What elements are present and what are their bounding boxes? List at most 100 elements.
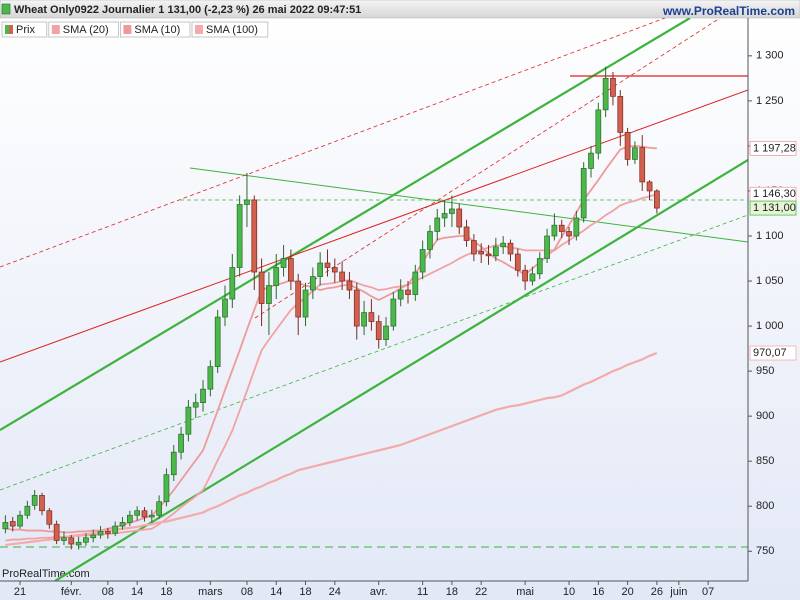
price-label: 970,07 <box>753 347 787 359</box>
trend-line <box>54 159 748 581</box>
candle-body <box>383 325 389 340</box>
candle-body <box>90 534 97 539</box>
candle-body <box>463 226 470 241</box>
candle-body <box>244 199 250 205</box>
y-tick-label: 1 100 <box>756 230 784 242</box>
chart-title: Wheat Only0922 Journalier 1 131,00 (-2,2… <box>14 4 361 16</box>
candle-body <box>105 531 111 534</box>
candle-body <box>280 258 287 268</box>
candle-body <box>339 271 345 282</box>
candle-body <box>427 231 433 250</box>
candle-body <box>485 253 492 257</box>
candle-body <box>566 231 572 237</box>
x-tick-label: 08 <box>241 586 253 598</box>
legend-item <box>191 21 269 38</box>
x-tick-label: avr. <box>370 586 388 598</box>
candle-body <box>134 510 141 516</box>
x-tick-label: 11 <box>417 586 428 598</box>
trend-line <box>0 18 691 431</box>
x-tick-label: 18 <box>446 586 458 598</box>
candle-body <box>126 514 133 523</box>
candle-body <box>192 402 199 408</box>
candle-body <box>9 521 16 527</box>
x-tick-label: 14 <box>131 586 143 598</box>
legend-label: SMA (20) <box>63 24 109 36</box>
x-tick-label: 08 <box>102 586 114 598</box>
candle-body <box>419 249 426 273</box>
candle-body <box>288 258 294 282</box>
legend-label: SMA (10) <box>134 24 180 36</box>
candle-body <box>368 312 375 322</box>
x-tick-label: mars <box>198 586 223 598</box>
candle-body <box>156 501 162 516</box>
candle-body <box>68 537 75 545</box>
trend-line <box>0 89 748 363</box>
legend-swatch <box>9 25 13 34</box>
price-label-box <box>749 140 797 156</box>
candle-body <box>390 298 397 327</box>
plot-area <box>2 66 660 550</box>
watermark: www.ProRealTime.com <box>662 4 795 18</box>
candle-body <box>617 96 624 133</box>
candle-body <box>46 510 53 525</box>
candle-body <box>83 537 89 543</box>
footer: ProRealTime.com <box>2 568 90 580</box>
candle-body <box>375 321 382 340</box>
candle-body <box>97 531 104 536</box>
candle-body <box>580 168 587 219</box>
trend-line <box>189 167 748 243</box>
candle-body <box>236 204 243 268</box>
candle-body <box>434 217 441 232</box>
y-tick-label: 1 000 <box>756 320 784 332</box>
price-label-box <box>749 200 797 216</box>
candle-body <box>507 242 514 255</box>
price-label-box <box>749 345 797 361</box>
candle-body <box>529 273 536 282</box>
trend-line <box>0 18 666 268</box>
y-tick-label: 850 <box>756 455 774 467</box>
candle-body <box>324 262 331 268</box>
y-tick-label: 800 <box>756 500 774 512</box>
x-tick-label: 14 <box>270 586 282 598</box>
candle-body <box>2 522 9 530</box>
x-tick-label: 24 <box>329 586 341 598</box>
candle-body <box>75 541 82 546</box>
candle-body <box>353 289 360 327</box>
candle-body <box>61 537 67 541</box>
candle-body <box>178 433 184 453</box>
y-tick-label: 950 <box>756 365 774 377</box>
legend-swatch <box>123 25 132 34</box>
candle-body <box>573 217 580 237</box>
price-label: 1 131,00 <box>753 202 796 214</box>
candle-body <box>361 312 367 327</box>
candle-body <box>331 267 338 273</box>
y-tick-label: 750 <box>756 545 774 557</box>
candle-body <box>39 495 45 512</box>
legend-swatch <box>51 25 60 34</box>
candle-body <box>119 522 126 527</box>
candle-body <box>514 253 521 271</box>
legend-swatch <box>195 25 203 34</box>
candle-body <box>24 505 31 516</box>
candle-body <box>639 147 646 183</box>
candle-body <box>229 267 236 300</box>
candle-body <box>558 224 565 232</box>
candle-body <box>346 280 353 291</box>
x-tick-label: 10 <box>563 586 575 598</box>
x-tick-label: 16 <box>592 586 604 598</box>
candle-body <box>273 267 280 286</box>
x-tick-label: févr. <box>61 586 82 598</box>
candle-body <box>500 242 507 248</box>
x-tick-label: mai <box>516 586 534 598</box>
candle-body <box>214 316 221 367</box>
x-tick-label: 20 <box>621 586 633 598</box>
candle-body <box>449 208 455 214</box>
x-tick-label: 21 <box>14 586 26 598</box>
candle-body <box>544 235 550 259</box>
x-tick-label: 26 <box>651 586 663 598</box>
candle-body <box>258 271 265 304</box>
candle-body <box>602 78 609 111</box>
